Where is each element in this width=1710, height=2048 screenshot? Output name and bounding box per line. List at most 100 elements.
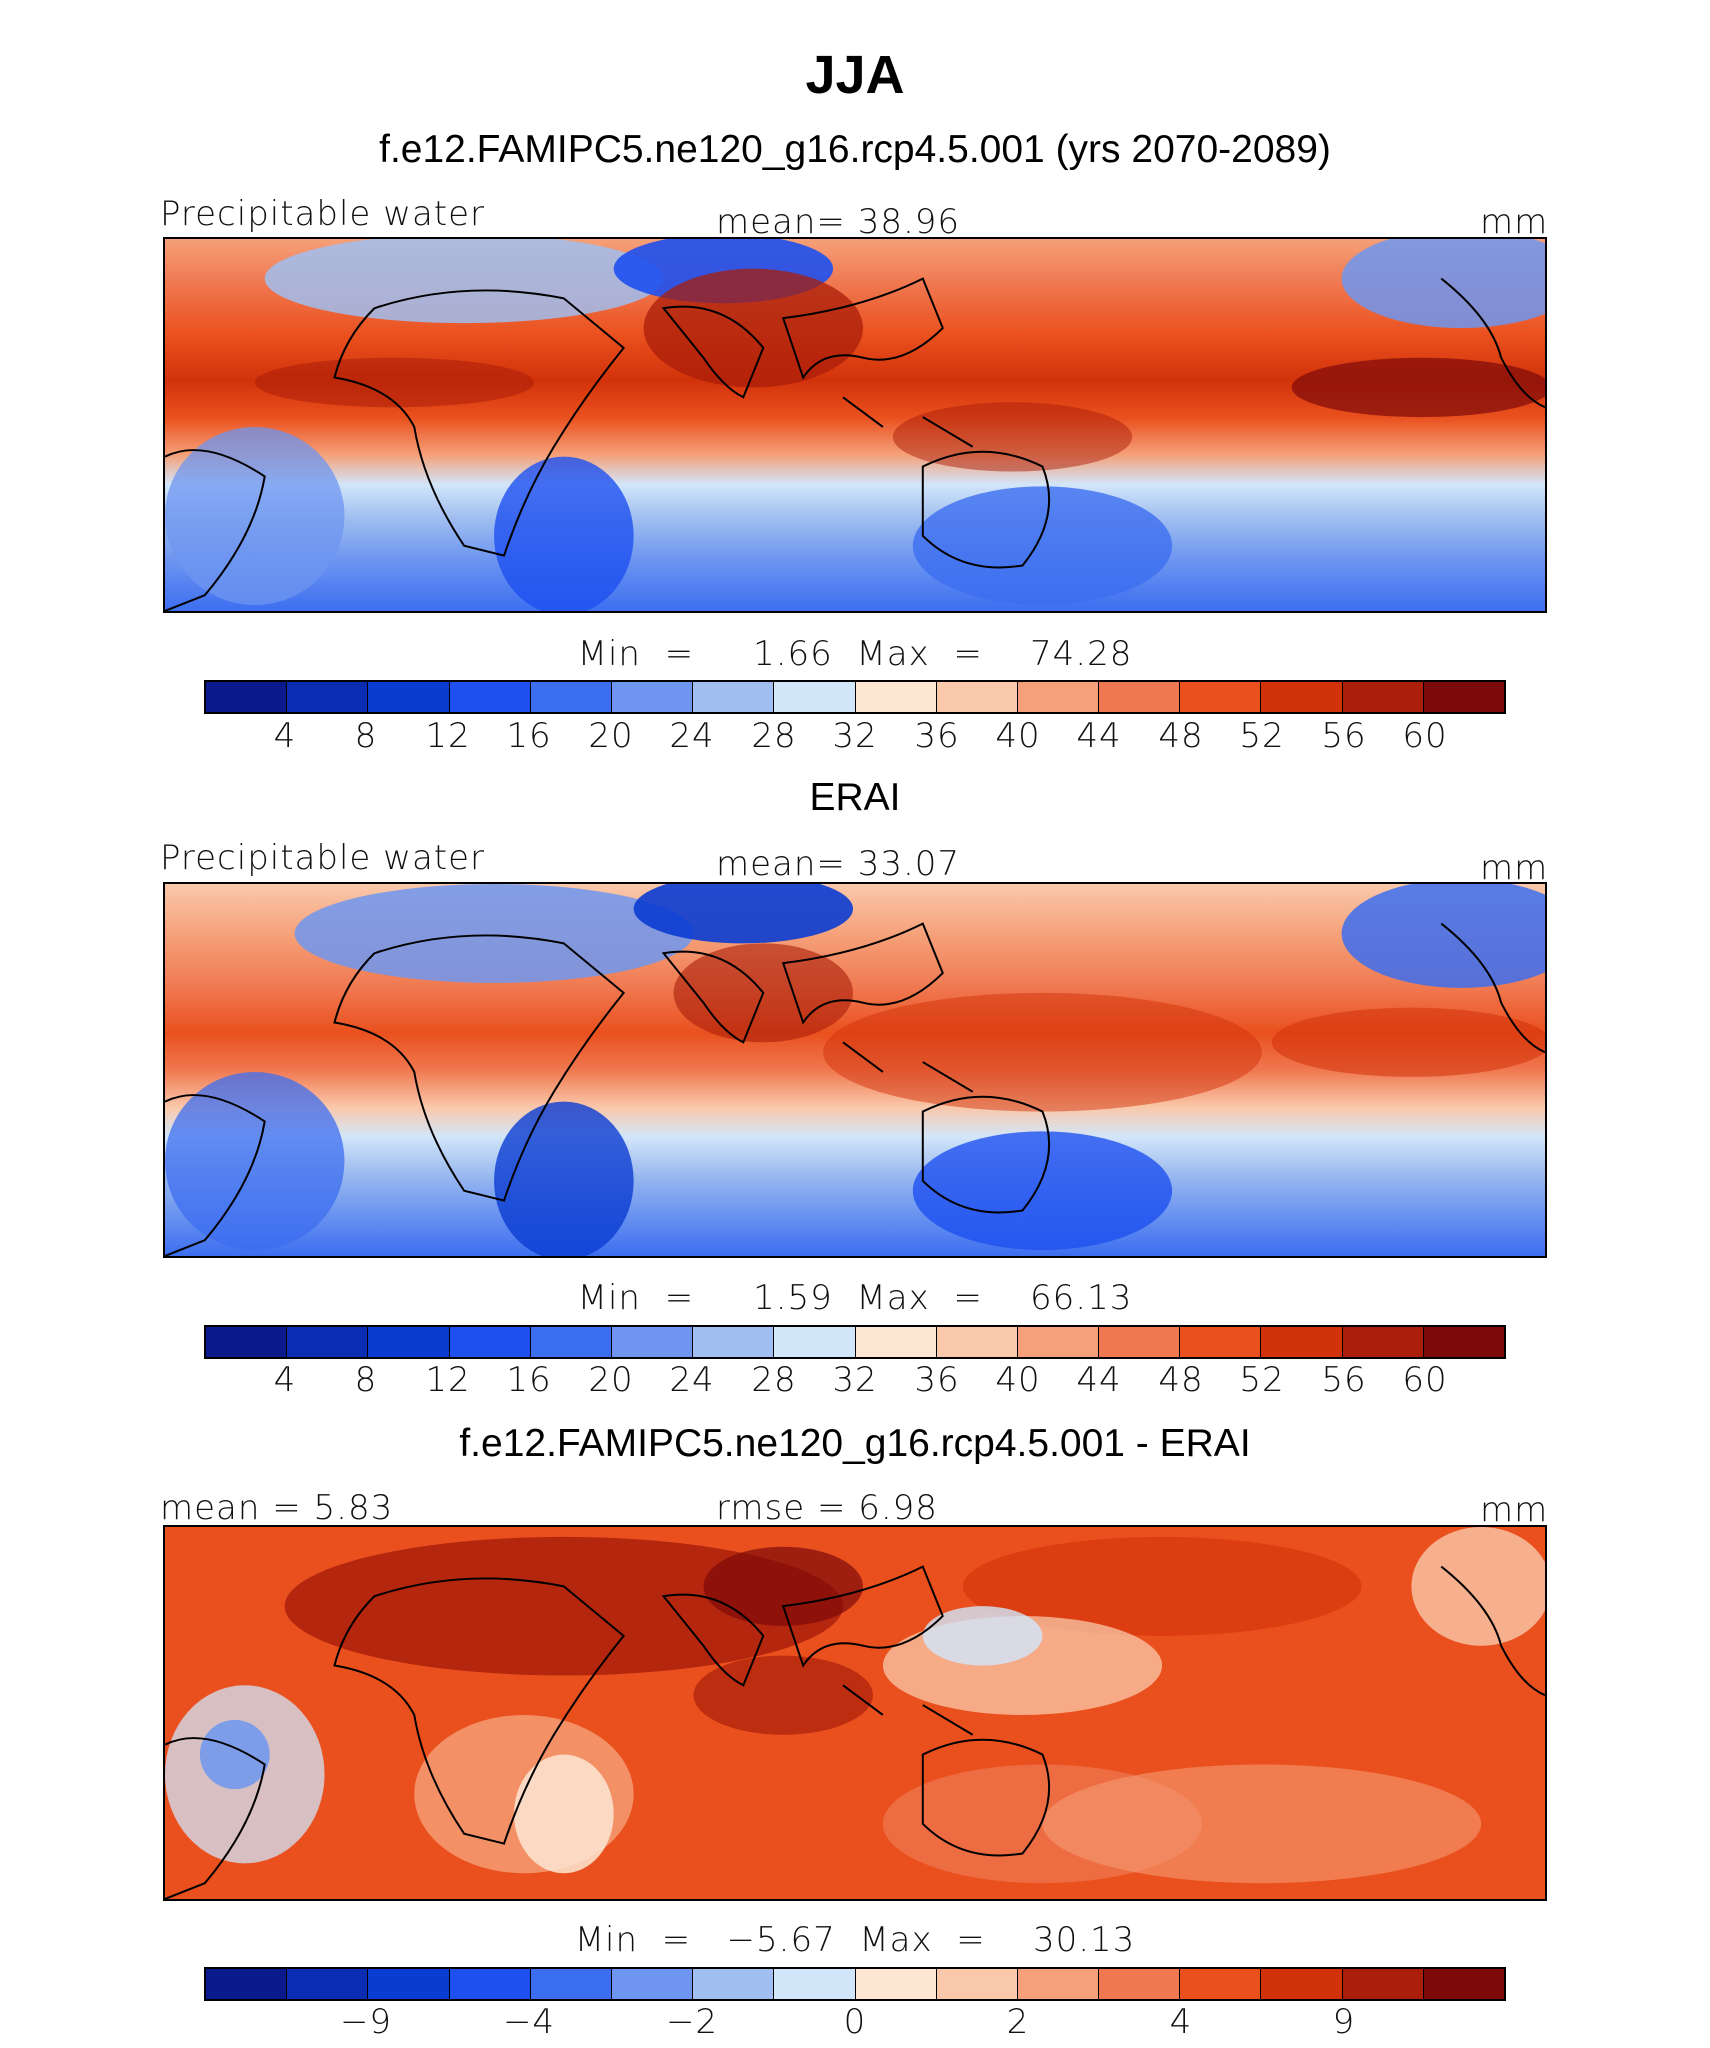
- panel-2-minmax: Min = 1.59 Max = 66.13: [577, 1278, 1133, 1318]
- colorbar-3-tick: 0: [843, 2002, 867, 2042]
- colorbar-3-box: [368, 1969, 450, 1999]
- colorbar-1-box: [1342, 682, 1424, 712]
- colorbar-2-tick: 52: [1239, 1360, 1285, 1400]
- colorbar-2-tick: 28: [751, 1360, 797, 1400]
- colorbar-1-box: [611, 682, 694, 712]
- colorbar-1-box: [855, 682, 937, 712]
- colorbar-2-box: [1099, 1327, 1181, 1357]
- colorbar-3-box: [206, 1969, 288, 1999]
- colorbar-3-box: [693, 1969, 775, 1999]
- panel-2-colorbar: [204, 1325, 1506, 1359]
- colorbar-1-box: [1099, 682, 1181, 712]
- colorbar-1-box: [287, 682, 369, 712]
- colorbar-2-box: [287, 1327, 369, 1357]
- colorbar-1-box: [936, 682, 1018, 712]
- colorbar-2-tick: 4: [273, 1360, 297, 1400]
- panel-3-map: [163, 1525, 1547, 1901]
- colorbar-1-box: [530, 682, 612, 712]
- colorbar-3-box: [1099, 1969, 1181, 1999]
- panel-1-minmax: Min = 1.66 Max = 74.28: [577, 634, 1133, 674]
- colorbar-2-box: [1423, 1327, 1504, 1357]
- colorbar-1-tick: 48: [1158, 716, 1204, 756]
- panel-1-units-label: mm: [1480, 202, 1549, 242]
- colorbar-3-box: [774, 1969, 856, 1999]
- colorbar-2-box: [1261, 1327, 1343, 1357]
- colorbar-2-tick: 24: [669, 1360, 715, 1400]
- colorbar-2-tick: 16: [506, 1360, 552, 1400]
- colorbar-1-tick: 16: [506, 716, 552, 756]
- colorbar-2-tick: 8: [354, 1360, 378, 1400]
- colorbar-3-box: [1342, 1969, 1424, 1999]
- colorbar-3-box: [530, 1969, 612, 1999]
- panel-2-mean-label: mean= 33.07: [716, 844, 961, 884]
- colorbar-1-tick: 4: [273, 716, 297, 756]
- colorbar-3-tick: 9: [1332, 2002, 1356, 2042]
- colorbar-3-tick: −2: [665, 2002, 719, 2042]
- colorbar-2-box: [449, 1327, 531, 1357]
- colorbar-3-box: [1017, 1969, 1100, 1999]
- colorbar-1-tick: 12: [425, 716, 471, 756]
- panel-2-units-label: mm: [1480, 848, 1549, 888]
- colorbar-1-box: [449, 682, 531, 712]
- panel-3-mean-label: mean = 5.83: [160, 1488, 394, 1528]
- colorbar-2-tick: 44: [1076, 1360, 1122, 1400]
- colorbar-1-box: [1017, 682, 1100, 712]
- colorbar-3-box: [611, 1969, 694, 1999]
- panel-3-map-graphic: [165, 1527, 1545, 1899]
- panel-1-subtitle: f.e12.FAMIPC5.ne120_g16.rcp4.5.001 (yrs …: [379, 128, 1331, 171]
- colorbar-1-box: [206, 682, 288, 712]
- colorbar-1-box: [1261, 682, 1343, 712]
- colorbar-2-box: [206, 1327, 288, 1357]
- colorbar-2-box: [1017, 1327, 1100, 1357]
- colorbar-2-box: [611, 1327, 694, 1357]
- colorbar-1-tick: 20: [588, 716, 634, 756]
- colorbar-1-tick: 60: [1402, 716, 1448, 756]
- colorbar-3-box: [287, 1969, 369, 1999]
- colorbar-2-tick: 40: [995, 1360, 1041, 1400]
- colorbar-2-box: [693, 1327, 775, 1357]
- colorbar-1-box: [693, 682, 775, 712]
- panel-2-subtitle: ERAI: [809, 776, 901, 819]
- colorbar-3-tick: −9: [339, 2002, 393, 2042]
- colorbar-2-box: [530, 1327, 612, 1357]
- panel-1-colorbar: [204, 680, 1506, 714]
- colorbar-2-tick: 12: [425, 1360, 471, 1400]
- colorbar-3-tick: −4: [502, 2002, 556, 2042]
- colorbar-2-tick: 20: [588, 1360, 634, 1400]
- colorbar-3-tick: 2: [1006, 2002, 1030, 2042]
- colorbar-1-tick: 56: [1321, 716, 1367, 756]
- colorbar-2-tick: 48: [1158, 1360, 1204, 1400]
- panel-1-variable-label: Precipitable water: [160, 194, 486, 234]
- panel-2-map: [163, 882, 1547, 1258]
- colorbar-2-tick: 32: [832, 1360, 878, 1400]
- colorbar-1-tick: 28: [751, 716, 797, 756]
- colorbar-2-box: [1180, 1327, 1262, 1357]
- colorbar-1-tick: 44: [1076, 716, 1122, 756]
- figure-title: JJA: [805, 45, 905, 105]
- panel-1-map-graphic: [165, 239, 1545, 611]
- colorbar-1-tick: 24: [669, 716, 715, 756]
- colorbar-2-tick: 56: [1321, 1360, 1367, 1400]
- colorbar-1-box: [774, 682, 856, 712]
- colorbar-2-box: [936, 1327, 1018, 1357]
- panel-2-variable-label: Precipitable water: [160, 838, 486, 878]
- panel-3-rmse-label: rmse = 6.98: [716, 1488, 938, 1528]
- colorbar-3-box: [936, 1969, 1018, 1999]
- colorbar-3-box: [1180, 1969, 1262, 1999]
- colorbar-1-tick: 32: [832, 716, 878, 756]
- colorbar-2-box: [855, 1327, 937, 1357]
- panel-3-subtitle: f.e12.FAMIPC5.ne120_g16.rcp4.5.001 - ERA…: [459, 1422, 1251, 1465]
- colorbar-1-box: [1180, 682, 1262, 712]
- colorbar-2-tick: 60: [1402, 1360, 1448, 1400]
- colorbar-3-box: [449, 1969, 531, 1999]
- panel-1-map: [163, 237, 1547, 613]
- colorbar-2-box: [368, 1327, 450, 1357]
- colorbar-3-box: [1261, 1969, 1343, 1999]
- panel-3-units-label: mm: [1480, 1490, 1549, 1530]
- colorbar-1-tick: 40: [995, 716, 1041, 756]
- colorbar-3-box: [1423, 1969, 1504, 1999]
- colorbar-1-box: [1423, 682, 1504, 712]
- colorbar-1-tick: 8: [354, 716, 378, 756]
- colorbar-3-box: [855, 1969, 937, 1999]
- colorbar-1-box: [368, 682, 450, 712]
